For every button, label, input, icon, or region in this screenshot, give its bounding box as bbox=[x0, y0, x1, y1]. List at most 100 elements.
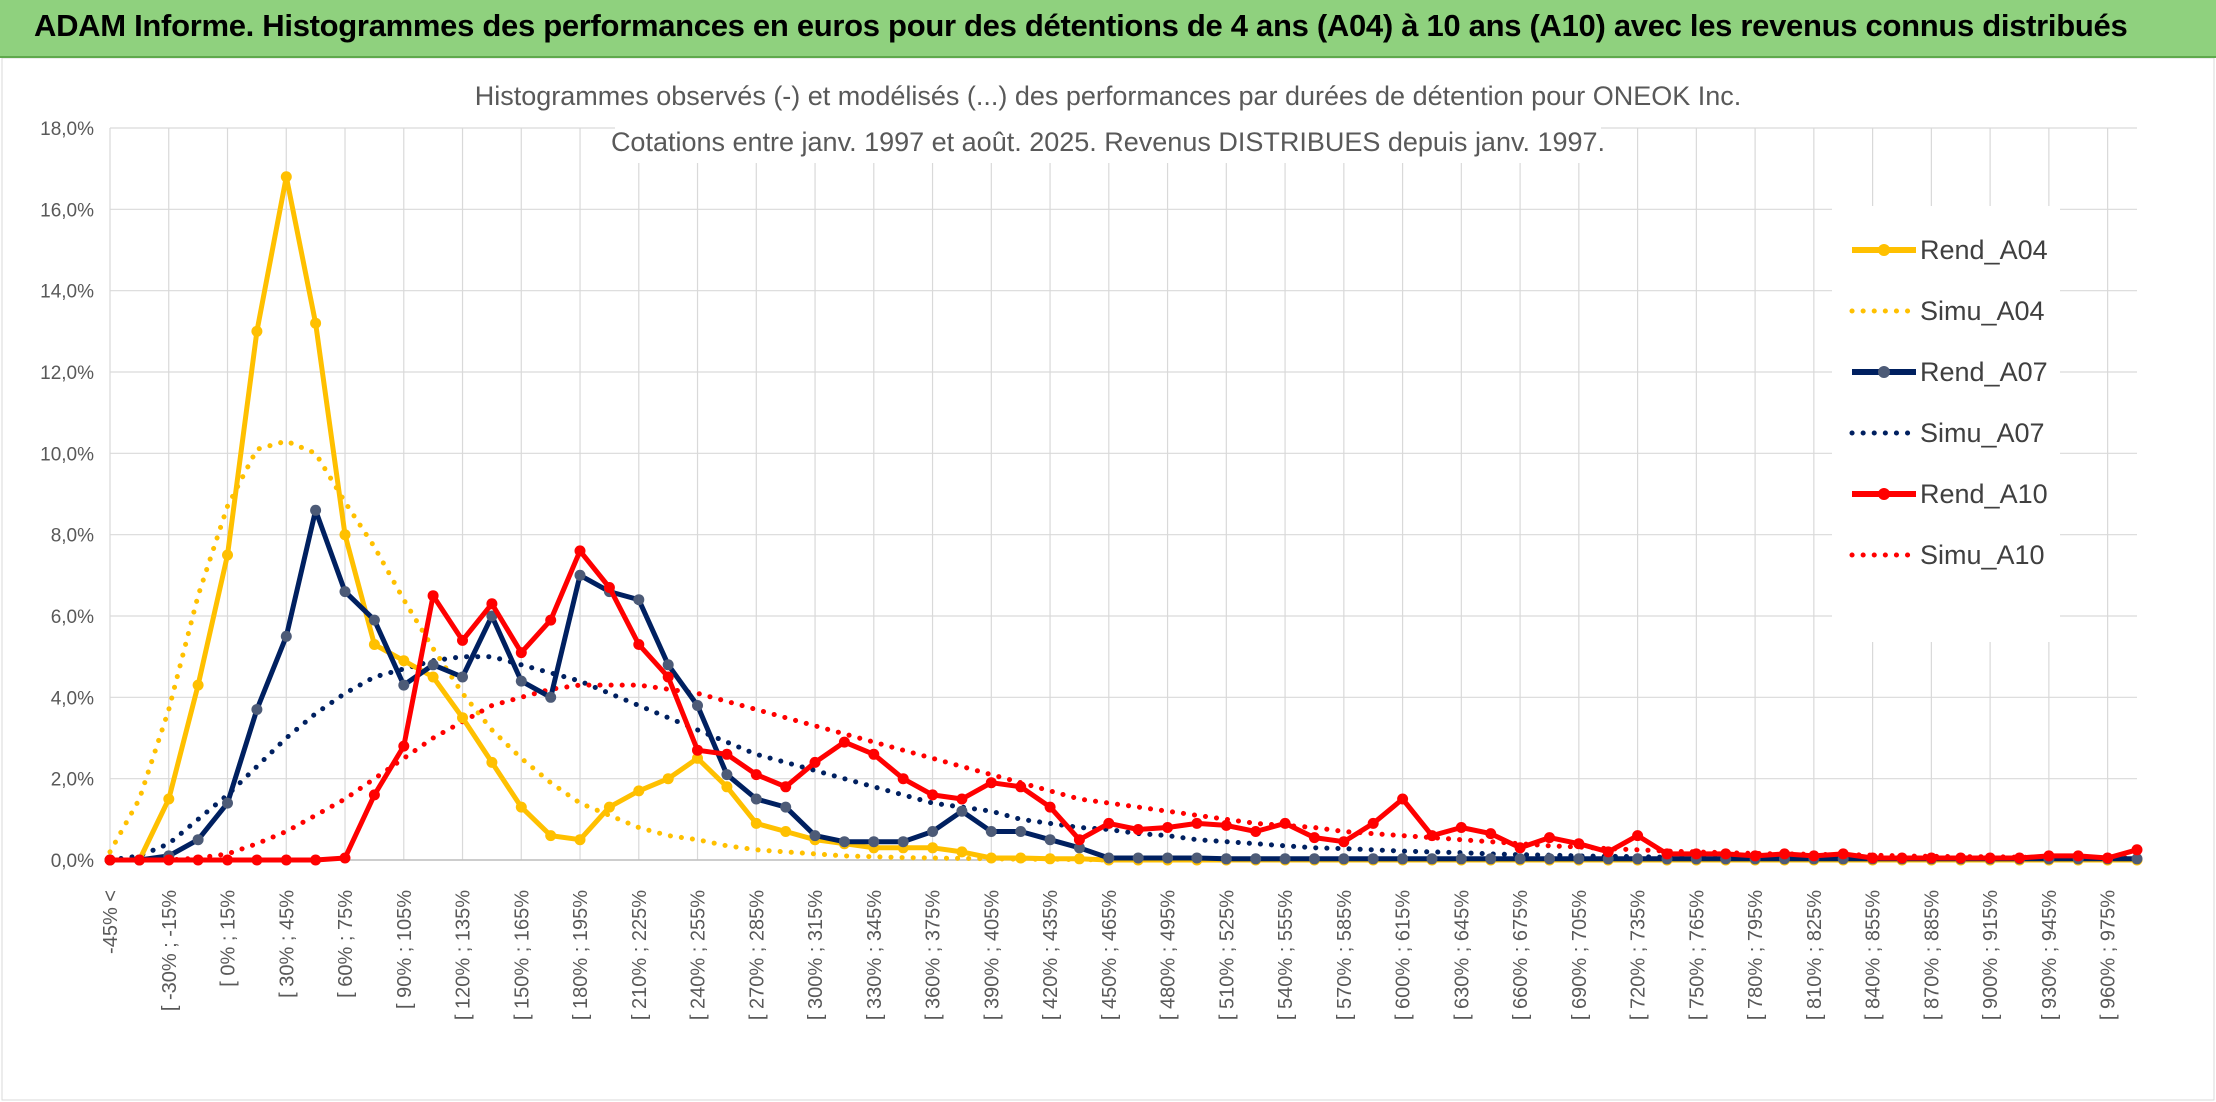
x-tick-label: [ 30% ; 45% bbox=[276, 890, 298, 998]
data-point-Rend_A10 bbox=[457, 634, 468, 646]
data-point-Rend_A10 bbox=[662, 671, 674, 683]
data-point-Rend_A10 bbox=[515, 647, 527, 659]
data-point-Rend_A07 bbox=[780, 801, 792, 813]
data-point-Rend_A04 bbox=[398, 655, 410, 667]
data-point-Rend_A10 bbox=[280, 854, 292, 866]
x-tick-label: [ 390% ; 405% bbox=[981, 890, 1003, 1020]
data-point-Rend_A04 bbox=[251, 325, 263, 337]
series-line-Rend_A07 bbox=[110, 507, 2137, 863]
data-point-Rend_A04 bbox=[750, 817, 762, 829]
data-point-Rend_A10 bbox=[1749, 850, 1761, 862]
data-point-Rend_A10 bbox=[310, 854, 322, 866]
data-point-Rend_A10 bbox=[1073, 834, 1085, 846]
y-tick-label: 14,0% bbox=[40, 282, 94, 303]
x-tick-label: [ 570% ; 585% bbox=[1334, 890, 1356, 1020]
data-point-Rend_A07 bbox=[398, 679, 410, 691]
y-tick-label: 8,0% bbox=[51, 526, 94, 547]
data-point-Rend_A04 bbox=[1073, 853, 1085, 865]
legend-marker-Rend_A04 bbox=[1878, 244, 1890, 256]
title-bg-line2 bbox=[615, 119, 1601, 163]
data-point-Rend_A07 bbox=[222, 797, 233, 809]
data-point-Rend_A10 bbox=[1602, 846, 1614, 858]
legend-item-Simu_A04: Simu_A04 bbox=[1849, 296, 2045, 326]
data-point-Rend_A10 bbox=[133, 854, 145, 866]
data-point-Rend_A07 bbox=[457, 671, 468, 683]
data-point-Rend_A07 bbox=[251, 704, 263, 715]
legend-label-Rend_A04: Rend_A04 bbox=[1920, 235, 2048, 265]
series-line-Rend_A10 bbox=[110, 548, 2138, 863]
data-point-Rend_A10 bbox=[545, 614, 557, 626]
data-point-Rend_A07 bbox=[1132, 852, 1144, 864]
x-tick-label: [ 960% ; 975% bbox=[2098, 890, 2120, 1020]
x-tick-label: [ -30% ; -15% bbox=[159, 890, 181, 1011]
x-tick-label: [ 660% ; 675% bbox=[1510, 890, 1532, 1020]
legend-label-Simu_A10: Simu_A10 bbox=[1920, 540, 2045, 570]
data-point-Rend_A07 bbox=[545, 691, 557, 703]
data-point-Rend_A10 bbox=[1690, 848, 1702, 860]
data-point-Rend_A10 bbox=[1426, 830, 1438, 842]
data-point-Rend_A07 bbox=[1367, 853, 1379, 865]
x-axis-ticks: -45% < [ -30% ; -15% [ 0% ; 15% [ 30% ; 45%… bbox=[100, 890, 2120, 1020]
data-point-Rend_A07 bbox=[985, 826, 997, 837]
data-point-Rend_A07 bbox=[1308, 853, 1320, 865]
data-point-Rend_A04 bbox=[192, 679, 204, 691]
data-point-Rend_A10 bbox=[1103, 817, 1115, 829]
data-point-Rend_A07 bbox=[1073, 842, 1085, 854]
data-point-Rend_A10 bbox=[1632, 830, 1644, 842]
data-point-Rend_A10 bbox=[1720, 848, 1732, 860]
x-tick-label: [ 330% ; 345% bbox=[864, 890, 886, 1020]
series-Rend_A10 bbox=[104, 545, 2143, 866]
data-point-Rend_A07 bbox=[1279, 853, 1291, 865]
legend-label-Simu_A07: Simu_A07 bbox=[1920, 418, 2045, 448]
data-point-Rend_A10 bbox=[251, 854, 263, 866]
data-point-Rend_A07 bbox=[1191, 852, 1203, 864]
data-point-Rend_A04 bbox=[985, 852, 997, 864]
x-tick-label: [ 0% ; 15% bbox=[218, 890, 240, 987]
data-point-Rend_A10 bbox=[897, 773, 909, 785]
data-point-Rend_A10 bbox=[104, 854, 116, 866]
data-point-Rend_A04 bbox=[515, 801, 527, 813]
chart-title-background bbox=[470, 72, 1746, 163]
data-point-Rend_A07 bbox=[1485, 853, 1497, 865]
legend-item-Rend_A10: Rend_A10 bbox=[1852, 479, 2048, 509]
data-point-Rend_A10 bbox=[2131, 844, 2143, 856]
data-point-Rend_A10 bbox=[1162, 822, 1174, 833]
x-tick-label: -45% < bbox=[100, 890, 122, 954]
data-point-Rend_A04 bbox=[339, 529, 351, 541]
legend-marker-Rend_A10 bbox=[1878, 488, 1890, 500]
data-point-Rend_A07 bbox=[192, 834, 204, 846]
data-point-Rend_A10 bbox=[1308, 832, 1320, 844]
legend-label-Rend_A10: Rend_A10 bbox=[1920, 479, 2048, 509]
data-point-Rend_A07 bbox=[1632, 853, 1644, 865]
data-point-Rend_A07 bbox=[897, 836, 909, 848]
data-point-Rend_A10 bbox=[1485, 828, 1497, 840]
x-tick-label: [ 780% ; 795% bbox=[1745, 890, 1767, 1020]
data-point-Rend_A10 bbox=[1955, 852, 1967, 864]
data-point-Rend_A04 bbox=[956, 846, 968, 858]
data-point-Rend_A10 bbox=[192, 854, 204, 866]
y-tick-label: 6,0% bbox=[51, 607, 94, 628]
data-point-Rend_A10 bbox=[1132, 824, 1144, 835]
data-point-Rend_A10 bbox=[427, 590, 439, 602]
data-point-Rend_A07 bbox=[486, 610, 498, 622]
data-point-Rend_A07 bbox=[1338, 853, 1350, 865]
data-point-Rend_A07 bbox=[515, 675, 527, 687]
data-point-Rend_A10 bbox=[222, 854, 233, 866]
data-point-Rend_A04 bbox=[927, 842, 939, 854]
y-tick-label: 2,0% bbox=[51, 770, 94, 791]
data-point-Rend_A10 bbox=[1837, 848, 1849, 860]
x-tick-label: [ 540% ; 555% bbox=[1275, 890, 1297, 1020]
data-point-Rend_A07 bbox=[1514, 853, 1526, 865]
histogram-chart: Histogrammes observés (-) et modélisés (… bbox=[1, 58, 2215, 1101]
data-point-Rend_A07 bbox=[1397, 853, 1409, 865]
data-point-Rend_A07 bbox=[427, 659, 439, 671]
chart-series bbox=[104, 171, 2143, 866]
data-point-Rend_A07 bbox=[1220, 853, 1232, 865]
data-point-Rend_A10 bbox=[927, 789, 939, 801]
data-point-Rend_A04 bbox=[280, 171, 292, 183]
data-point-Rend_A10 bbox=[163, 854, 175, 866]
data-point-Rend_A10 bbox=[1250, 826, 1262, 837]
data-point-Rend_A10 bbox=[809, 756, 821, 768]
x-tick-label: [ 870% ; 885% bbox=[1921, 890, 1943, 1020]
data-point-Rend_A10 bbox=[1808, 850, 1820, 862]
